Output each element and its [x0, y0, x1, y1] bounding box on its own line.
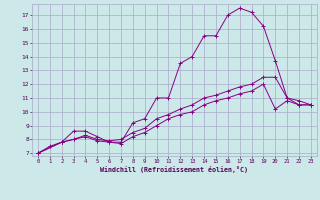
X-axis label: Windchill (Refroidissement éolien,°C): Windchill (Refroidissement éolien,°C): [100, 166, 248, 173]
